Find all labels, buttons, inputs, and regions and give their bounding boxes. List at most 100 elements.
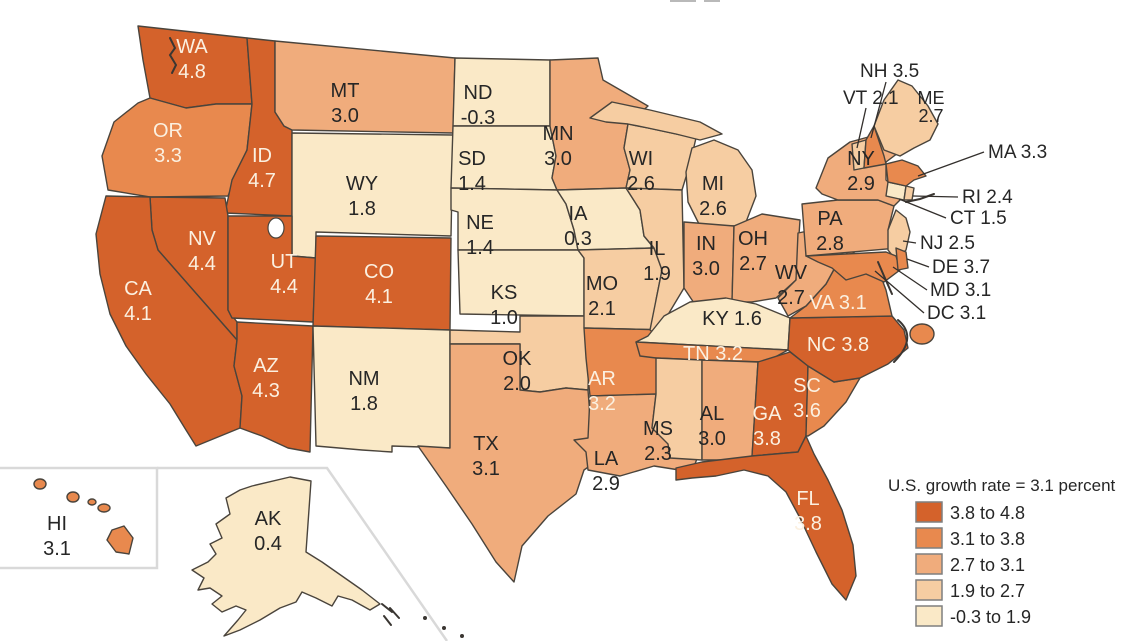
value-LA: 2.9 — [592, 473, 620, 495]
value-NY: 2.9 — [847, 173, 875, 195]
value-TX: 3.1 — [472, 458, 500, 480]
label-MI: MI — [702, 173, 724, 195]
label-CO: CO — [364, 261, 394, 283]
label-NM: NM — [348, 368, 379, 390]
value-UT: 4.4 — [270, 276, 298, 298]
value-SD: 1.4 — [458, 173, 486, 195]
alaska-panhandle-islands — [381, 603, 400, 626]
states-layer — [33, 25, 939, 637]
callout-line-VT — [856, 107, 867, 149]
callout-labels: NH 3.5 VT 2.1 MA 3.3 RI 2.4 CT 1.5 NJ 2.… — [843, 61, 1047, 324]
value-PA: 2.8 — [816, 233, 844, 255]
value-NM: 1.8 — [350, 393, 378, 415]
value-AR: 3.2 — [588, 393, 616, 415]
state-district-of-columbia-dot — [909, 323, 935, 345]
label-MS: MS — [643, 418, 673, 440]
alaska-inset-box — [157, 466, 449, 641]
value-IL: 1.9 — [643, 263, 671, 285]
value-ID: 4.7 — [248, 170, 276, 192]
state-maryland — [805, 251, 901, 283]
value-MN: 3.0 — [544, 148, 572, 170]
label-IA: IA — [569, 203, 589, 225]
inset-borders — [0, 466, 449, 641]
label-SC: SC — [793, 375, 821, 397]
state-hawaii-islands — [33, 478, 134, 555]
value-CO: 4.1 — [365, 286, 393, 308]
label-WY: WY — [346, 173, 378, 195]
label-MN: MN — [542, 123, 573, 145]
state-delaware — [895, 247, 909, 271]
value-OR: 3.3 — [154, 145, 182, 167]
label-WI: WI — [629, 148, 653, 170]
callout-RI: RI 2.4 — [962, 187, 1013, 208]
aleutian-island-dot — [442, 626, 446, 630]
outer-banks-detail — [893, 319, 909, 363]
cropped-title-artifact — [670, 0, 696, 2]
label-OH: OH — [738, 228, 768, 250]
legend: U.S. growth rate = 3.1 percent 3.8 to 4.… — [888, 476, 1116, 627]
label-ID: ID — [252, 145, 272, 167]
great-salt-lake — [267, 217, 285, 239]
label-NC: NC 3.8 — [807, 334, 869, 356]
label-IN: IN — [696, 233, 716, 255]
label-LA: LA — [594, 448, 619, 470]
callout-NH: NH 3.5 — [860, 61, 919, 82]
label-NY: NY — [847, 148, 875, 170]
value-NE: 1.4 — [466, 237, 494, 259]
state-michigan-up — [589, 101, 723, 141]
label-GA: GA — [753, 403, 783, 425]
callout-DC: DC 3.1 — [927, 303, 986, 324]
hawaii-island — [87, 498, 97, 506]
callout-line-MA — [917, 151, 985, 177]
label-TN: TN 3.2 — [683, 343, 743, 365]
coastline-details — [168, 37, 935, 638]
legend-label-4: 1.9 to 2.7 — [950, 581, 1025, 601]
label-KY: KY 1.6 — [702, 308, 762, 330]
state-oregon — [101, 97, 253, 198]
label-WA: WA — [176, 36, 208, 58]
long-island-detail — [905, 193, 935, 203]
value-WV: 2.7 — [777, 287, 805, 309]
value-WA: 4.8 — [178, 61, 206, 83]
callout-line-RI — [912, 195, 959, 198]
callout-line-DE — [906, 258, 930, 268]
value-WY: 1.8 — [348, 198, 376, 220]
legend-label-3: 2.7 to 3.1 — [950, 555, 1025, 575]
label-OK: OK — [503, 348, 533, 370]
state-texas — [417, 343, 605, 583]
callout-line-NH — [870, 81, 887, 139]
callout-DE: DE 3.7 — [932, 257, 990, 278]
label-MT: MT — [331, 80, 360, 102]
state-massachusetts — [885, 159, 927, 187]
legend-label-2: 3.1 to 3.8 — [950, 529, 1025, 549]
label-SD: SD — [458, 148, 486, 170]
label-AZ: AZ — [253, 355, 279, 377]
value-HI: 3.1 — [43, 538, 71, 560]
callout-NJ: NJ 2.5 — [920, 233, 975, 254]
callout-lines — [856, 81, 985, 314]
state-kansas — [457, 249, 585, 317]
state-florida — [675, 435, 857, 601]
legend-title: U.S. growth rate = 3.1 percent — [888, 476, 1116, 495]
aleutian-island-dot — [460, 634, 464, 638]
value-ND: -0.3 — [461, 107, 495, 129]
label-IL: IL — [649, 238, 666, 260]
callout-line-NJ — [902, 240, 917, 244]
value-IA: 0.3 — [564, 228, 592, 250]
label-NV: NV — [188, 228, 216, 250]
label-KS: KS — [491, 282, 518, 304]
puget-sound-detail — [168, 37, 178, 74]
value-MS: 2.3 — [644, 443, 672, 465]
value-IN: 3.0 — [692, 258, 720, 280]
state-alaska — [191, 476, 381, 637]
callout-line-DC — [874, 270, 925, 314]
callout-CT: CT 1.5 — [950, 208, 1007, 229]
label-OR: OR — [153, 120, 183, 142]
label-ME: ME — [918, 88, 945, 108]
state-montana — [274, 40, 456, 134]
label-AR: AR — [588, 368, 616, 390]
value-MI: 2.6 — [699, 198, 727, 220]
legend-label-1: 3.8 to 4.8 — [950, 503, 1025, 523]
